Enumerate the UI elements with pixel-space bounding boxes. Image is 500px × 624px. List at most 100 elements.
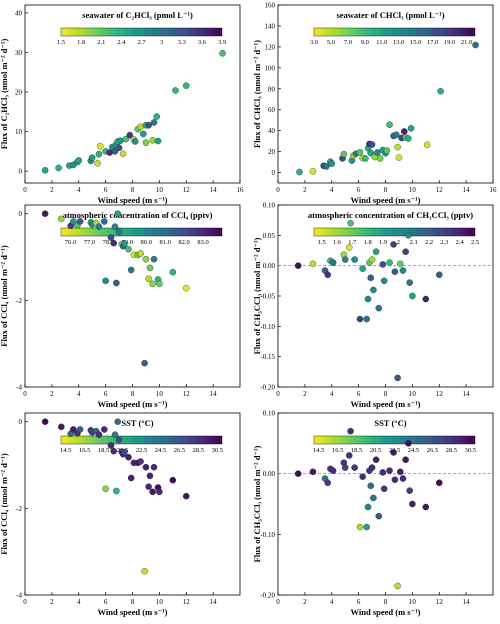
data-point bbox=[309, 468, 317, 476]
data-point bbox=[121, 240, 128, 248]
data-point bbox=[399, 267, 407, 274]
colorbar bbox=[60, 227, 223, 237]
data-point bbox=[125, 453, 132, 461]
data-point bbox=[119, 150, 127, 158]
data-point bbox=[351, 256, 358, 263]
x-tick-label: 10 bbox=[409, 390, 417, 398]
data-point bbox=[122, 135, 130, 143]
x-tick-label: 14 bbox=[210, 390, 218, 398]
colorbar-tick-label: 16.5 bbox=[79, 447, 90, 454]
data-point bbox=[145, 121, 152, 129]
data-point bbox=[58, 215, 65, 223]
data-point bbox=[345, 452, 353, 459]
data-point bbox=[114, 418, 121, 425]
x-tick-label: 2 bbox=[303, 598, 307, 606]
y-tick-label: 40 bbox=[268, 127, 276, 135]
colorbar-tick-label: 14.5 bbox=[313, 447, 324, 454]
colorbar-tick-label: 24.5 bbox=[408, 447, 419, 454]
x-tick-label: 14 bbox=[463, 186, 471, 194]
x-tick-label: 8 bbox=[131, 186, 135, 194]
data-point bbox=[363, 315, 370, 323]
x-tick-label: 10 bbox=[409, 598, 417, 606]
x-tick-label: 10 bbox=[156, 186, 164, 194]
data-point bbox=[402, 456, 409, 463]
x-tick-label: 6 bbox=[104, 186, 108, 194]
y-tick-label: 0.05 bbox=[263, 232, 276, 240]
x-tick-label: 12 bbox=[183, 186, 191, 194]
data-point bbox=[437, 88, 444, 95]
x-tick-label: 10 bbox=[156, 390, 164, 398]
data-point bbox=[172, 87, 179, 94]
colorbar-title: atmospheric concentration of CCl₄ (pptv) bbox=[63, 210, 213, 220]
colorbar-tick-label: 1.7 bbox=[348, 239, 357, 246]
x-tick-label: 10 bbox=[409, 186, 417, 194]
data-point bbox=[114, 210, 121, 217]
data-point bbox=[370, 494, 377, 502]
data-point bbox=[329, 467, 337, 474]
x-tick-label: 0 bbox=[276, 598, 280, 606]
data-point bbox=[106, 149, 113, 156]
colorbar-tick-label: 26.5 bbox=[427, 447, 438, 454]
x-tick-label: 8 bbox=[131, 598, 135, 606]
data-point bbox=[406, 279, 413, 286]
data-point bbox=[375, 512, 383, 520]
data-point bbox=[142, 255, 150, 263]
data-point bbox=[95, 150, 103, 158]
y-tick-label: 20 bbox=[268, 148, 276, 156]
data-point bbox=[141, 359, 148, 367]
data-point bbox=[70, 426, 77, 433]
data-point bbox=[294, 470, 302, 477]
data-point bbox=[405, 440, 412, 447]
data-point bbox=[127, 474, 135, 482]
panel-4: 0 2 4 6 8 10 12 14 -0.20 -0.15 -0.10 -0.05 0.00 0.05 0… bbox=[252, 202, 494, 409]
x-tick-label: 4 bbox=[330, 598, 334, 606]
data-point bbox=[383, 147, 391, 154]
data-point bbox=[341, 464, 349, 471]
y-tick-label: 0 bbox=[19, 418, 23, 426]
data-point bbox=[359, 473, 366, 480]
colorbar-title: seawater of C₂HCl₃ (pmol L⁻¹) bbox=[82, 10, 193, 20]
data-point bbox=[88, 154, 96, 161]
data-point bbox=[41, 210, 49, 217]
data-point bbox=[368, 464, 376, 471]
x-tick-label: 8 bbox=[131, 390, 135, 398]
data-point bbox=[153, 113, 160, 120]
colorbar-title: SST (°C) bbox=[121, 418, 153, 428]
data-point bbox=[364, 503, 372, 511]
data-point bbox=[142, 139, 150, 146]
data-point bbox=[405, 135, 412, 142]
data-point bbox=[422, 503, 430, 511]
colorbar-tick-label: 83.0 bbox=[197, 239, 208, 246]
x-axis-label: Wind speed (m s⁻¹) bbox=[98, 399, 168, 409]
y-tick-label: 0.10 bbox=[263, 202, 276, 210]
colorbar bbox=[313, 27, 476, 37]
data-point bbox=[472, 41, 479, 49]
colorbar-tick-label: 78.0 bbox=[103, 239, 114, 246]
data-point bbox=[364, 295, 372, 303]
x-tick-label: 4 bbox=[330, 186, 334, 194]
colorbar-tick-label: 18.5 bbox=[351, 447, 362, 454]
data-point bbox=[356, 523, 364, 531]
data-point bbox=[340, 150, 348, 158]
y-axis-label: Flux of CH₃CCl₃ (nmol m⁻² d⁻¹) bbox=[252, 237, 262, 354]
data-point bbox=[435, 271, 443, 279]
panel-1: 0 2 4 6 8 10 12 14 16 0 10 20 30 40 Wind speed (m s⁻¹)… bbox=[0, 4, 244, 205]
data-point bbox=[145, 483, 152, 490]
colorbar-tick-label: 5.0 bbox=[327, 39, 335, 46]
data-point bbox=[394, 143, 401, 151]
data-point bbox=[55, 164, 62, 172]
y-tick-label: 0.00 bbox=[263, 470, 276, 478]
y-tick-label: 0 bbox=[19, 210, 23, 218]
data-point bbox=[406, 487, 413, 494]
x-tick-label: 14 bbox=[210, 186, 218, 194]
colorbar-tick-label: 28.5 bbox=[446, 447, 457, 454]
data-point bbox=[328, 160, 336, 167]
x-tick-label: 10 bbox=[156, 598, 164, 606]
data-point bbox=[394, 374, 401, 382]
colorbar-tick-label: 1.8 bbox=[77, 39, 85, 46]
data-point bbox=[76, 426, 84, 433]
data-point bbox=[101, 218, 108, 225]
data-point bbox=[324, 479, 331, 487]
colorbar-tick-label: 14.5 bbox=[60, 447, 71, 454]
